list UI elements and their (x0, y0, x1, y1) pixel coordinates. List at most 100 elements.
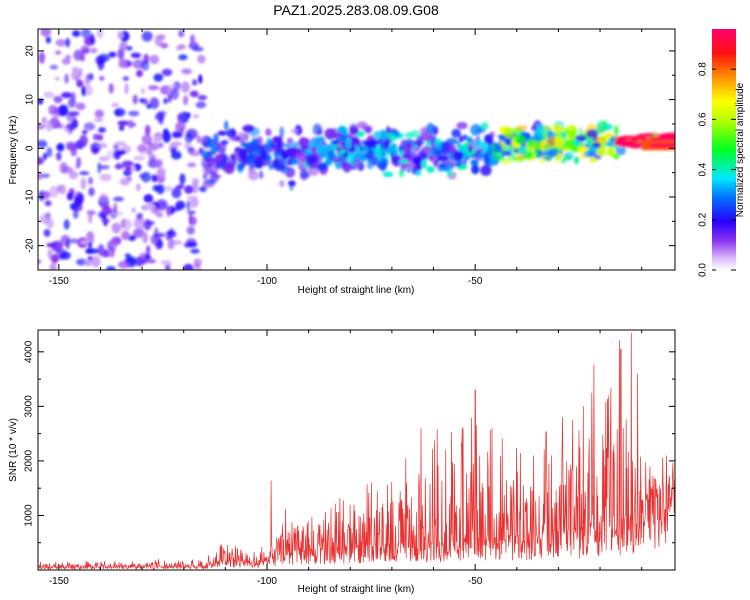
spectral-blob (242, 124, 255, 133)
spectral-blob (186, 112, 191, 118)
spectral-blob (79, 240, 89, 245)
spectral-blob (281, 151, 288, 161)
colorbar-ticks: 0.0 0.2 0.4 0.6 0.8 (698, 62, 736, 277)
spectral-blob (88, 187, 95, 197)
spectral-blob (115, 162, 122, 170)
spectral-blob (531, 125, 537, 132)
spectral-blob (80, 52, 86, 62)
y-tick-label: 20 (25, 45, 36, 57)
spectral-blob (111, 222, 122, 234)
spectral-blob (86, 210, 96, 216)
spectral-blob (156, 184, 165, 195)
spectral-blob (400, 163, 407, 172)
spectral-blob (97, 134, 104, 141)
spectral-blob (162, 130, 172, 143)
spectral-blob (486, 136, 493, 146)
spectral-blob (89, 33, 95, 44)
spectral-blob (183, 242, 193, 248)
spectral-blob (353, 158, 361, 170)
snr-y-ticks: 1000 2000 3000 4000 (24, 340, 675, 544)
spectral-blob (177, 113, 183, 123)
spectral-blob (146, 103, 152, 109)
spectral-blob (83, 122, 95, 131)
spectral-blob (406, 167, 412, 173)
spectral-blob (547, 136, 558, 149)
spectral-blob (342, 161, 352, 173)
spectral-blob (141, 60, 150, 71)
y-tick-label: 4000 (24, 340, 35, 363)
spectral-blob (598, 138, 605, 151)
snr-x-ticks: -150 -100 -50 (49, 330, 643, 587)
spectral-blob (118, 58, 126, 69)
spectral-blob (279, 180, 285, 187)
spectral-blob (128, 110, 140, 117)
spectral-blob (66, 143, 78, 151)
spectral-blob (209, 147, 220, 153)
spectral-blob (474, 149, 482, 159)
spectral-blob (311, 145, 317, 157)
spectral-blob (136, 183, 141, 192)
snr-frame (37, 329, 676, 571)
spectral-blob (238, 163, 245, 169)
spectral-blob (81, 29, 91, 39)
spectral-blob (391, 155, 402, 167)
spectral-blob (299, 168, 309, 181)
spectral-blob (43, 152, 47, 161)
spectral-blob (133, 155, 146, 161)
spectral-blob (65, 238, 70, 250)
spectral-blob (65, 122, 77, 131)
y-tick-label: -20 (25, 238, 36, 253)
spectral-blob (630, 143, 642, 149)
spectral-blob (166, 205, 171, 218)
spectral-blob (552, 123, 564, 135)
spectral-blob (534, 125, 546, 137)
spectral-blob (183, 95, 189, 106)
colorbar-tick-label: 0.2 (698, 212, 709, 226)
spectral-blob (434, 149, 443, 158)
spectral-blob (117, 120, 129, 126)
spectral-blob (191, 216, 197, 226)
spectral-blob (229, 136, 237, 141)
spectral-blob (192, 114, 199, 119)
spectral-blob (98, 142, 108, 149)
spectrogram-y-ticks: -20 -10 0 10 20 (25, 45, 675, 271)
spectral-blob (338, 154, 348, 163)
spectral-blob (94, 109, 105, 118)
spectral-blob (108, 83, 114, 94)
spectral-blob (629, 138, 640, 142)
spectrogram-blobs (38, 29, 675, 270)
spectral-blob (192, 46, 204, 52)
spectral-blob (207, 159, 219, 166)
spectral-blob (607, 150, 616, 157)
spectral-blob (248, 170, 259, 181)
spectral-blob (175, 200, 186, 210)
spectral-blob (99, 173, 112, 182)
spectral-blob (189, 90, 199, 98)
spectral-blob (62, 166, 74, 174)
spectral-blob (426, 165, 435, 173)
spectral-blob (596, 120, 609, 133)
spectral-blob (107, 252, 115, 258)
spectral-blob (139, 98, 145, 103)
spectral-blob (238, 148, 247, 160)
y-tick-label: -10 (25, 189, 36, 204)
spectral-blob (633, 134, 647, 140)
spectral-blob (290, 128, 299, 134)
spectral-blob (79, 171, 90, 176)
spectral-blob (405, 155, 415, 160)
spectral-blob (61, 58, 71, 65)
spectral-blob (49, 185, 59, 198)
spectral-blob (55, 39, 67, 47)
spectral-blob (99, 75, 105, 81)
spectral-blob (345, 138, 352, 149)
spectrogram-frame (37, 28, 676, 271)
spectral-blob (143, 219, 152, 231)
spectral-blob (184, 132, 194, 144)
spectral-blob (619, 139, 632, 145)
spectral-blob (265, 128, 272, 136)
spectral-blob (193, 265, 202, 270)
spectral-blob (380, 129, 388, 141)
spectral-blob (668, 136, 675, 141)
spectral-blob (76, 156, 82, 168)
spectral-blob (458, 135, 464, 143)
